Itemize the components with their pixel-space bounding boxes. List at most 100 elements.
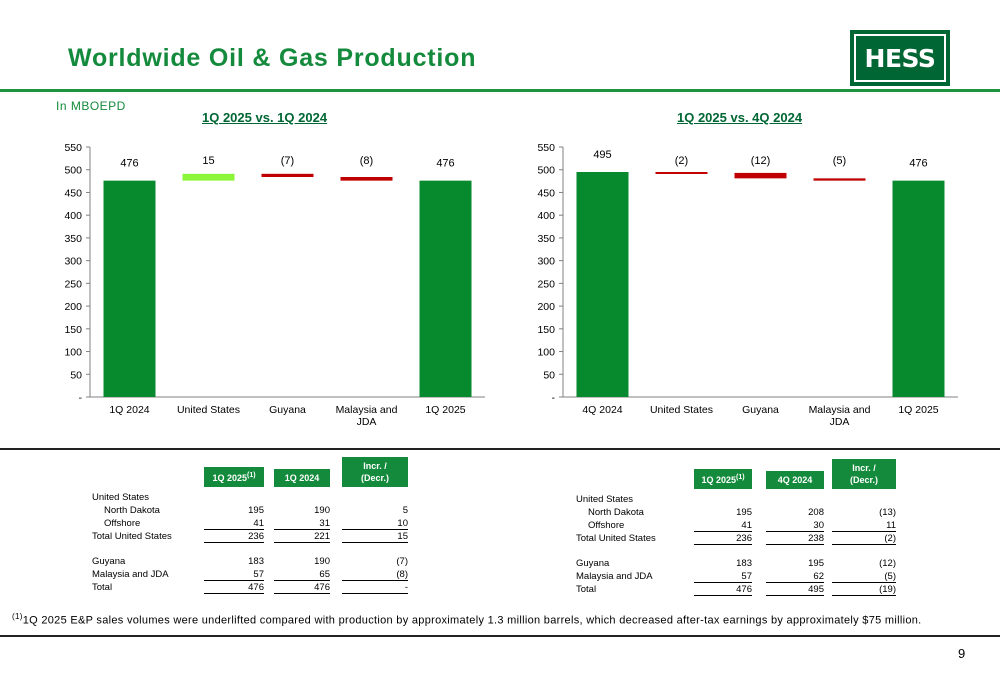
table-cell: United States [92,492,150,503]
chart-title-right: 1Q 2025 vs. 4Q 2024 [677,110,803,125]
x-tick-label: United States [650,404,713,416]
x-tick-label: United States [177,404,240,416]
footnote: (1)1Q 2025 E&P sales volumes were underl… [12,612,922,627]
waterfall-chart-right: - 50 100 150 200 250 300 350 400 450 500 550 495 4Q 2… [537,142,958,428]
table-cell [824,458,832,492]
x-tick-label: Malaysia and [336,404,398,416]
table-cell: 236 [204,529,264,543]
table-cell: 236 [694,531,752,545]
bar-increase [182,173,235,181]
table-cell: 41 [694,518,752,532]
x-tick-label: 4Q 2024 [582,404,622,416]
table-cell: Total United States [576,533,656,544]
title-divider [0,89,1000,92]
table-cell [832,544,896,556]
table-cell: 476 [204,580,264,594]
x-tick-label: JDA [357,416,377,428]
data-label: (12) [751,155,771,167]
logo-text: HESS [864,43,936,73]
table-cell [274,542,330,554]
section-divider [0,448,1000,450]
data-label: (8) [360,155,373,167]
table-cell: United States [576,494,634,505]
table-cell [330,567,342,580]
x-tick-label: Guyana [269,404,306,416]
table-cell: Malaysia and JDA [92,569,169,580]
table-cell: 476 [274,580,330,594]
y-tick-label: 150 [537,324,555,336]
table-cell: 11 [832,518,896,532]
table-cell [824,544,832,556]
table-cell [264,503,274,516]
table-cell [752,531,766,544]
waterfall-chart-left: - 50 100 150 200 250 300 350 400 450 500 550 476 1Q 2… [64,142,485,428]
table-cell: Incr. / (Decr.) [342,456,408,490]
table-cell [766,544,824,556]
table-row: United States [92,490,408,503]
y-tick-label: 100 [64,347,82,359]
bar-decrease [813,178,866,181]
col-header-4q2024: 4Q 2024 [766,471,824,489]
table-cell: 10 [342,516,408,530]
bar-total [419,180,472,397]
table-cell [330,580,342,593]
y-tick-label: - [552,392,556,404]
col-header-1q2024: 1Q 2024 [274,469,330,487]
bar-total [103,180,156,397]
y-tick-label: 100 [537,347,555,359]
table-cell: Total [576,584,597,595]
y-tick-label: 400 [537,210,555,222]
table-cell: 183 [736,558,752,569]
table-cell: Total [92,582,113,593]
table-cell: 30 [766,518,824,532]
y-tick-label: 350 [64,233,82,245]
page-title: Worldwide Oil & Gas Production [68,44,477,72]
table-cell: 62 [766,569,824,583]
table-cell [766,492,824,505]
table-cell [264,456,274,490]
table-cell: (12) [879,558,896,569]
table-cell: 57 [694,569,752,583]
y-tick-label: 450 [537,187,555,199]
table-cell [264,567,274,580]
production-table-right: 1Q 2025(1) 4Q 2024 Incr. / (Decr.) United… [576,458,896,596]
table-cell: 41 [204,516,264,530]
table-cell [694,544,752,556]
x-tick-label: Guyana [742,404,779,416]
table-cell [576,544,694,556]
table-row: Offshore 41 30 11 [576,518,896,532]
table-cell: 195 [808,558,824,569]
units-label: In MBOEPD [56,99,126,113]
table-cell: 1Q 2024 [274,456,330,490]
col-header-1q2025: 1Q 2025(1) [204,467,264,487]
data-label: 495 [593,149,611,161]
table-cell: 221 [274,529,330,543]
table-cell: Total United States [92,531,172,542]
table-row: North Dakota 195 208 (13) [576,505,896,518]
table-cell [752,582,766,595]
data-label: (7) [281,155,294,167]
y-tick-label: 200 [64,301,82,313]
col-header-change: Incr. / (Decr.) [342,457,408,487]
table-cell [824,518,832,531]
table-cell [824,582,832,595]
table-cell [752,569,766,582]
table-cell [264,516,274,529]
table-cell: (19) [832,582,896,596]
table-row: Offshore 41 31 10 [92,516,408,530]
table-cell: 495 [766,582,824,596]
table-cell: - [342,580,408,594]
table-cell [204,490,264,503]
table-cell: 4Q 2024 [766,458,824,492]
hess-logo: HESS [850,30,950,86]
y-tick-label: 150 [64,324,82,336]
table-cell: 31 [274,516,330,530]
y-tick-label: 400 [64,210,82,222]
table-cell [694,492,752,505]
table-cell [330,516,342,529]
bar-decrease [261,173,314,177]
table-cell [274,490,330,503]
col-header-change: Incr. / (Decr.) [832,459,896,489]
table-row: Guyana 183 190 (7) [92,554,408,567]
table-cell: 238 [766,531,824,545]
